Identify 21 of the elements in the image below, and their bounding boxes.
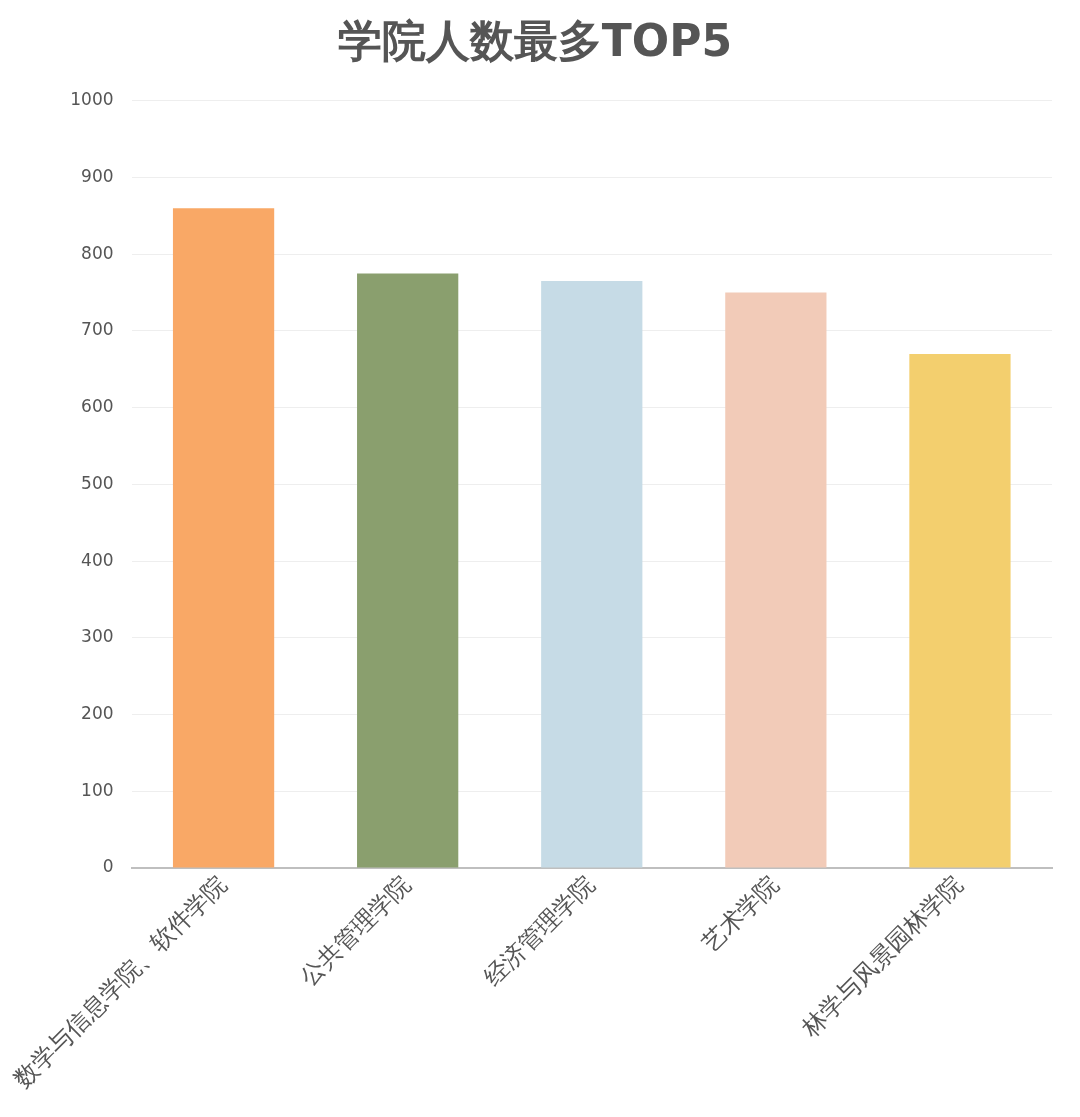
x-tick-label: 艺术学院 [696,870,785,958]
bar [909,353,1011,868]
y-tick-label: 1000 [70,89,114,110]
y-tick-label: 300 [81,626,114,647]
x-tick-label: 林学与风景园林学院 [795,870,969,1044]
y-tick-label: 700 [81,319,114,340]
chart-title: 学院人数最多TOP5 [337,14,733,66]
bar [725,292,827,868]
y-tick-label: 800 [81,242,114,263]
x-tick-label: 公共管理学院 [294,870,417,992]
y-tick-label: 400 [81,549,114,570]
y-tick-label: 200 [81,702,114,723]
y-tick-label: 600 [81,396,114,417]
y-tick-label: 100 [81,779,114,800]
y-tick-label: 500 [81,472,114,493]
y-tick-label: 900 [81,165,114,186]
x-tick-label: 经济管理学院 [478,870,601,992]
bar [541,281,643,868]
bar [172,208,275,868]
bar [357,273,459,868]
y-tick-label: 0 [102,856,114,877]
